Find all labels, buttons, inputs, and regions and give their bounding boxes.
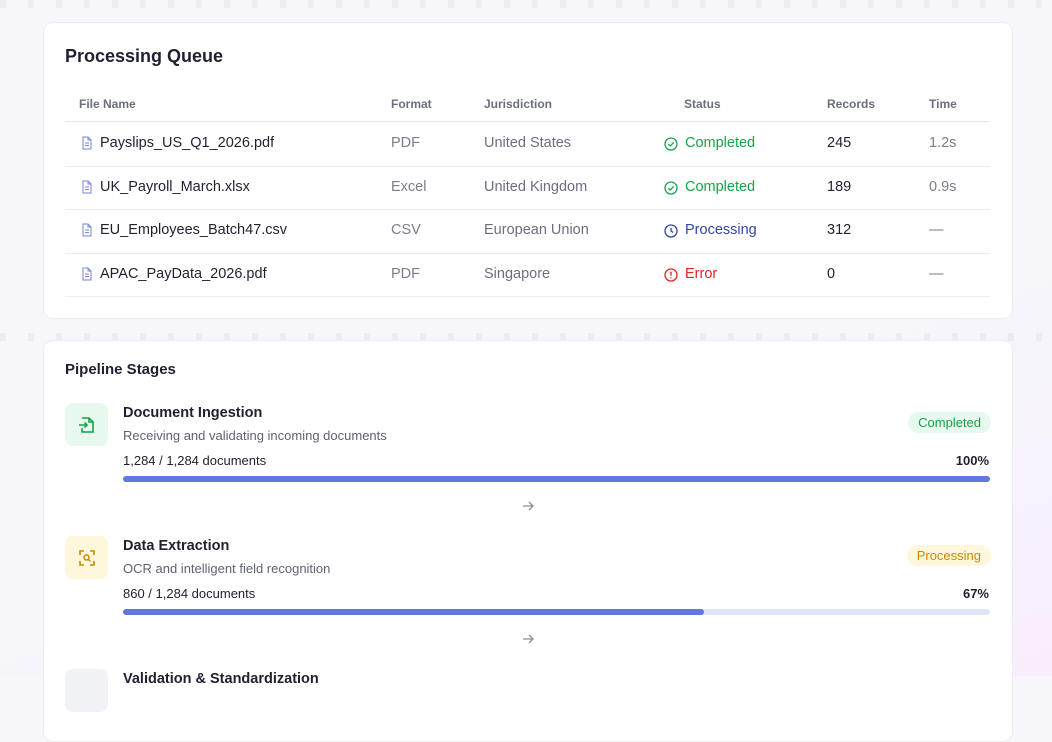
format: CSV [391, 222, 421, 238]
time: 1.2s [929, 135, 957, 151]
column-header: Jurisdiction [484, 97, 553, 111]
status-icon [664, 267, 678, 287]
divider [65, 209, 990, 210]
progress-bar [123, 609, 704, 615]
column-header: Format [391, 97, 432, 111]
column-header: Status [684, 97, 721, 111]
status: Completed [685, 178, 756, 195]
arrow [521, 499, 535, 518]
stage-title: Validation & Standardization [123, 671, 319, 687]
stage-count: 860 / 1,284 documents [123, 586, 256, 601]
file-icon [81, 223, 93, 242]
divider [65, 252, 990, 254]
records: 0 [827, 265, 836, 282]
file-name: APAC_PayData_2026.pdf [100, 265, 267, 282]
jurisdiction: Singapore [484, 265, 551, 282]
stage-description: Receiving and validating incoming docume… [123, 428, 387, 443]
stage-count: 1,284 / 1,284 documents [123, 453, 267, 468]
stage-icon [65, 403, 108, 446]
column-header: Time [929, 97, 957, 111]
jurisdiction: United States [484, 135, 572, 151]
stage-icon [65, 536, 108, 579]
stage-percent: 67% [962, 586, 989, 601]
status-icon [664, 137, 678, 156]
stage-badge: Processing [906, 545, 991, 566]
time: — [929, 265, 944, 282]
divider [65, 165, 990, 167]
status: Processing [685, 222, 757, 238]
records: 245 [827, 135, 852, 151]
decor [0, 0, 1052, 8]
jurisdiction: European Union [484, 222, 589, 238]
file-icon [81, 136, 93, 155]
divider [65, 121, 990, 122]
file-name: Payslips_US_Q1_2026.pdf [100, 135, 275, 151]
card-title: Pipeline Stages [65, 361, 176, 378]
status: Completed [685, 135, 756, 151]
decor [0, 333, 1052, 341]
file-icon [81, 267, 93, 286]
arrow [521, 632, 535, 651]
time: 0.9s [929, 178, 957, 195]
time: — [929, 222, 944, 238]
column-header: File Name [79, 97, 136, 111]
stage-percent: 100% [955, 453, 989, 468]
divider [65, 296, 990, 297]
status-icon [664, 224, 678, 243]
format: PDF [391, 135, 420, 151]
records: 189 [827, 178, 852, 195]
status: Error [685, 265, 718, 282]
pipeline-card: Pipeline Stages Document Ingestion Receiv… [43, 340, 1013, 742]
stage-icon [65, 669, 108, 712]
card-title: Processing Queue [65, 46, 224, 66]
progress-bar [123, 476, 990, 482]
format: PDF [391, 265, 420, 282]
stage-badge: Completed [908, 412, 991, 433]
stage-title: Data Extraction [123, 538, 230, 554]
stage-title: Document Ingestion [123, 405, 263, 421]
stage-description: OCR and intelligent field recognition [123, 561, 331, 576]
records: 312 [827, 222, 852, 238]
file-icon [81, 180, 93, 199]
format: Excel [391, 178, 427, 195]
queue-card: Processing Queue File Name Format Jurisdic… [43, 22, 1013, 319]
status-icon [664, 180, 678, 200]
file-name: EU_Employees_Batch47.csv [100, 222, 287, 238]
jurisdiction: United Kingdom [484, 178, 588, 195]
column-header: Records [827, 97, 876, 111]
file-name: UK_Payroll_March.xlsx [100, 178, 250, 195]
